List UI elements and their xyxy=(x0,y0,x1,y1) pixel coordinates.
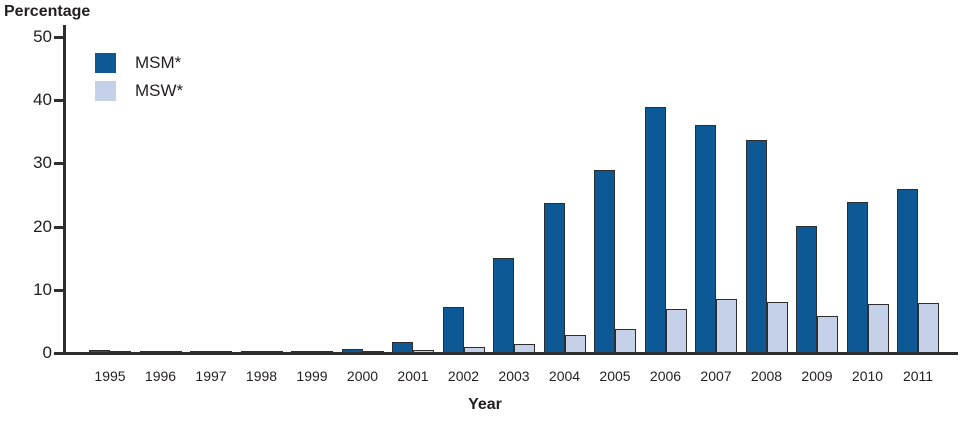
bar-msw-1996 xyxy=(160,351,182,353)
bar-msm-2009 xyxy=(796,225,817,353)
x-tick-label: 2010 xyxy=(851,368,884,384)
x-tick-label: 2003 xyxy=(498,368,530,384)
bar-msw-2002 xyxy=(463,346,485,353)
bar-msw-2005 xyxy=(615,328,636,353)
y-tick-mark xyxy=(54,36,63,39)
y-axis-line xyxy=(63,25,66,355)
bar-msw-2003 xyxy=(514,343,535,353)
bar-msm-1997 xyxy=(190,351,211,353)
y-tick-mark xyxy=(54,288,63,292)
legend-swatch-msw xyxy=(95,81,116,101)
bar-msm-2011 xyxy=(897,188,918,353)
x-tick-label: 2004 xyxy=(548,368,581,384)
bar-msm-2003 xyxy=(493,258,514,353)
bar-msw-2011 xyxy=(918,303,939,353)
bar-msm-2008 xyxy=(745,140,767,353)
x-tick-label: 2007 xyxy=(700,368,732,384)
x-axis-title: Year xyxy=(468,396,502,413)
x-tick-label: 2008 xyxy=(750,368,783,384)
y-tick-label: 40 xyxy=(33,90,52,110)
y-tick-label: 50 xyxy=(33,27,52,46)
bar-msm-1996 xyxy=(139,351,161,353)
y-tick-label: 10 xyxy=(33,279,52,299)
bar-msw-1995 xyxy=(110,351,131,353)
y-tick-mark xyxy=(54,225,63,229)
bar-msm-1998 xyxy=(240,351,262,353)
bar-msw-2009 xyxy=(817,315,838,353)
x-axis-line xyxy=(63,352,958,355)
bar-msm-1995 xyxy=(89,350,110,353)
bar-msw-1999 xyxy=(312,351,333,353)
legend-swatch-msm xyxy=(95,53,116,73)
x-tick-label: 2011 xyxy=(902,368,934,384)
bar-msm-2010 xyxy=(846,201,868,353)
y-tick-label: 30 xyxy=(33,153,52,173)
bar-msm-1999 xyxy=(291,351,312,353)
bar-msm-2002 xyxy=(442,307,464,353)
y-axis-title: Percentage xyxy=(4,3,91,20)
x-tick-label: 1997 xyxy=(195,368,227,384)
legend-label-msw: MSW* xyxy=(135,81,184,100)
bar-msm-2005 xyxy=(594,169,615,353)
x-tick-label: 1995 xyxy=(94,368,126,384)
x-tick-label: 2001 xyxy=(397,368,429,384)
bar-msm-2004 xyxy=(543,202,565,353)
bar-msw-2008 xyxy=(766,301,788,353)
y-tick-mark xyxy=(54,162,63,166)
bar-msw-2010 xyxy=(867,303,889,353)
bar-msm-2007 xyxy=(695,124,716,353)
bar-msm-2000 xyxy=(341,349,363,353)
bar-msm-2001 xyxy=(392,342,413,353)
x-tick-label: 2002 xyxy=(447,368,480,384)
bar-msw-2001 xyxy=(413,349,434,353)
bar-msw-1998 xyxy=(261,351,283,353)
bar-msw-1997 xyxy=(211,351,232,353)
x-tick-label: 2000 xyxy=(346,368,379,384)
x-tick-label: 2009 xyxy=(801,368,833,384)
y-tick-mark xyxy=(54,99,63,103)
y-tick-label: 20 xyxy=(33,216,52,236)
x-tick-label: 2005 xyxy=(599,368,631,384)
x-tick-label: 1999 xyxy=(296,368,328,384)
y-tick-label: 0 xyxy=(42,343,52,362)
x-tick-label: 1998 xyxy=(245,368,278,384)
x-tick-label: 2006 xyxy=(649,368,682,384)
bar-msw-2006 xyxy=(665,308,687,353)
legend-label-msm: MSM* xyxy=(135,53,182,72)
bar-msw-2004 xyxy=(564,335,586,353)
y-tick-mark xyxy=(54,352,63,355)
bar-msm-2006 xyxy=(644,107,666,353)
bar-msw-2000 xyxy=(362,351,384,353)
x-tick-label: 1996 xyxy=(144,368,177,384)
bar-msw-2007 xyxy=(716,298,737,353)
